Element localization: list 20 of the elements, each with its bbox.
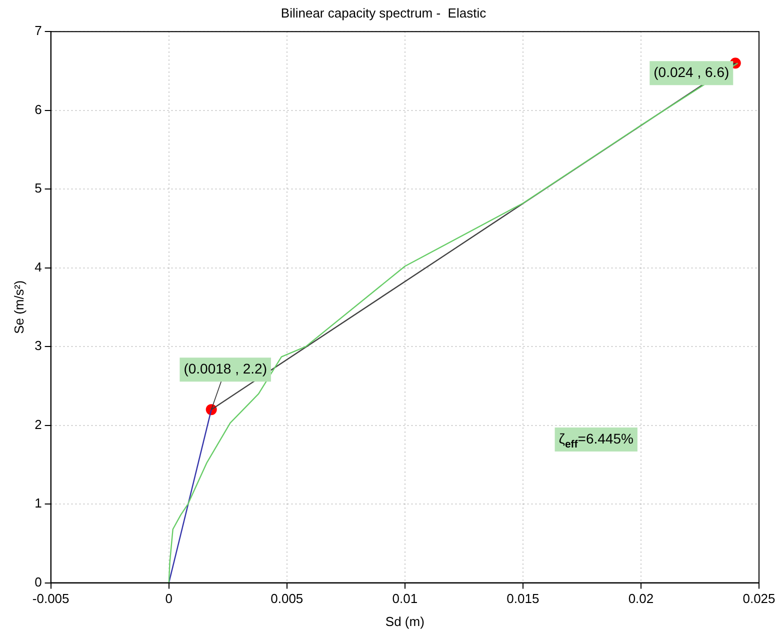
x-tick-label: 0.01 xyxy=(392,591,418,606)
x-axis-title: Sd (m) xyxy=(385,614,424,629)
y-tick-label: 1 xyxy=(34,496,42,511)
x-tick-label: 0.005 xyxy=(270,591,304,606)
annotation: (0.024 , 6.6) xyxy=(654,64,730,80)
y-tick-label: 0 xyxy=(34,574,42,590)
x-tick-label: -0.005 xyxy=(32,591,70,606)
x-tick-label: 0 xyxy=(165,591,172,606)
y-tick-label: 6 xyxy=(34,102,42,117)
y-axis-title: Se (m/s²) xyxy=(11,280,26,334)
y-tick-label: 3 xyxy=(34,338,42,354)
x-tick-label: 0.015 xyxy=(506,591,540,606)
y-tick-label: 7 xyxy=(34,23,42,38)
y-tick-label: 2 xyxy=(34,416,42,432)
x-tick-label: 0.025 xyxy=(742,591,776,606)
y-tick-label: 4 xyxy=(34,259,42,274)
chart-title: Bilinear capacity spectrum - Elastic xyxy=(280,5,487,20)
y-tick-label: 5 xyxy=(34,180,42,196)
x-tick-label: 0.02 xyxy=(628,591,654,606)
annotation: (0.0018 , 2.2) xyxy=(184,360,267,376)
